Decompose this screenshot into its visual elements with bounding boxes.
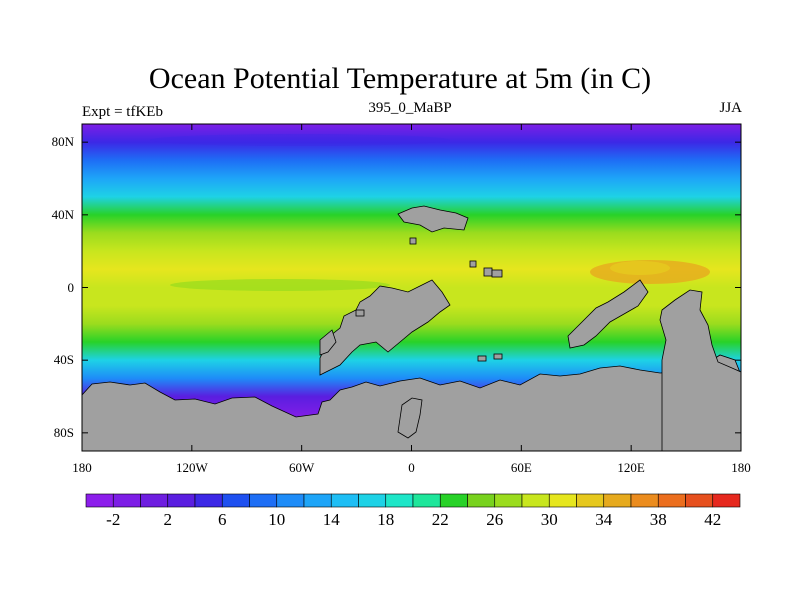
colorbar-swatch <box>358 493 387 508</box>
colorbar-swatch <box>303 493 332 508</box>
colorbar-label: 18 <box>377 510 395 529</box>
x-tick-label: 120E <box>617 460 645 475</box>
y-tick-label: 40N <box>51 206 74 222</box>
island-5 <box>493 353 503 360</box>
colorbar <box>85 493 741 508</box>
south-america-land <box>319 279 451 376</box>
colorbar-swatch <box>140 493 169 508</box>
colorbar-label: 2 <box>163 510 173 529</box>
colorbar-label: 30 <box>540 510 558 529</box>
colorbar-swatch <box>603 493 632 508</box>
colorbar-swatch <box>249 493 278 508</box>
x-tick-label: 0 <box>408 460 415 475</box>
colorbar-swatch <box>385 493 414 508</box>
africa-land <box>397 205 469 233</box>
x-tick-label: 180 <box>72 460 92 475</box>
colorbar-swatch <box>412 493 441 508</box>
island-6 <box>477 355 487 362</box>
colorbar-swatch <box>521 493 550 508</box>
island-3 <box>469 260 477 268</box>
colorbar-label: 14 <box>322 510 340 529</box>
x-tick-label: 60W <box>289 460 315 475</box>
eurasia-east-land <box>659 289 741 451</box>
colorbar-swatch <box>194 493 223 508</box>
warm-pool-core <box>610 261 670 275</box>
colorbar-label: 10 <box>268 510 286 529</box>
colorbar-swatch <box>576 493 605 508</box>
colorbar-swatch <box>467 493 496 508</box>
island-7 <box>355 309 365 317</box>
colorbar-swatch <box>221 493 250 508</box>
colorbar-label: 42 <box>704 510 722 529</box>
island-4 <box>409 237 417 245</box>
colorbar-swatch <box>112 493 141 508</box>
colorbar-swatch <box>167 493 196 508</box>
colorbar-swatch <box>276 493 305 508</box>
colorbar-label: 26 <box>486 510 504 529</box>
x-tick-label: 180 <box>731 460 751 475</box>
y-tick-label: 80N <box>51 134 74 150</box>
island-1 <box>483 267 493 277</box>
colorbar-swatch <box>85 493 114 508</box>
equatorial-cold-tongue <box>170 279 390 291</box>
colorbar-swatch <box>630 493 659 508</box>
island-2 <box>491 269 503 278</box>
y-tick-label: 0 <box>67 279 75 295</box>
map-plot-area <box>82 124 741 451</box>
land-masses <box>82 205 741 451</box>
colorbar-label: 38 <box>649 510 667 529</box>
y-tick-label: 80S <box>53 424 74 440</box>
axis-ticks <box>81 124 742 451</box>
colorbar-label: 6 <box>218 510 227 529</box>
experiment-id: 395_0_MaBP <box>368 100 452 116</box>
colorbar-swatch <box>330 493 359 508</box>
colorbar-swatch <box>657 493 686 508</box>
colorbar-swatch <box>548 493 577 508</box>
x-tick-label: 60E <box>510 460 532 475</box>
experiment-label: Expt = tfKEb <box>82 104 163 120</box>
colorbar-swatch <box>685 493 714 508</box>
colorbar-label: 34 <box>595 510 613 529</box>
x-tick-label: 120W <box>175 460 208 475</box>
season-label: JJA <box>719 100 742 116</box>
australia-land <box>567 279 649 349</box>
africa-horn <box>397 397 423 439</box>
colorbar-label: 22 <box>431 510 449 529</box>
chart-title: Ocean Potential Temperature at 5m (in C) <box>148 62 652 95</box>
y-tick-label: 40S <box>53 352 74 368</box>
colorbar-swatch <box>712 493 741 508</box>
subpolar-cool-band <box>150 134 450 146</box>
colorbar-swatch <box>439 493 468 508</box>
colorbar-swatch <box>494 493 523 508</box>
colorbar-label: -2 <box>106 510 121 529</box>
south-america-tip <box>319 329 337 356</box>
